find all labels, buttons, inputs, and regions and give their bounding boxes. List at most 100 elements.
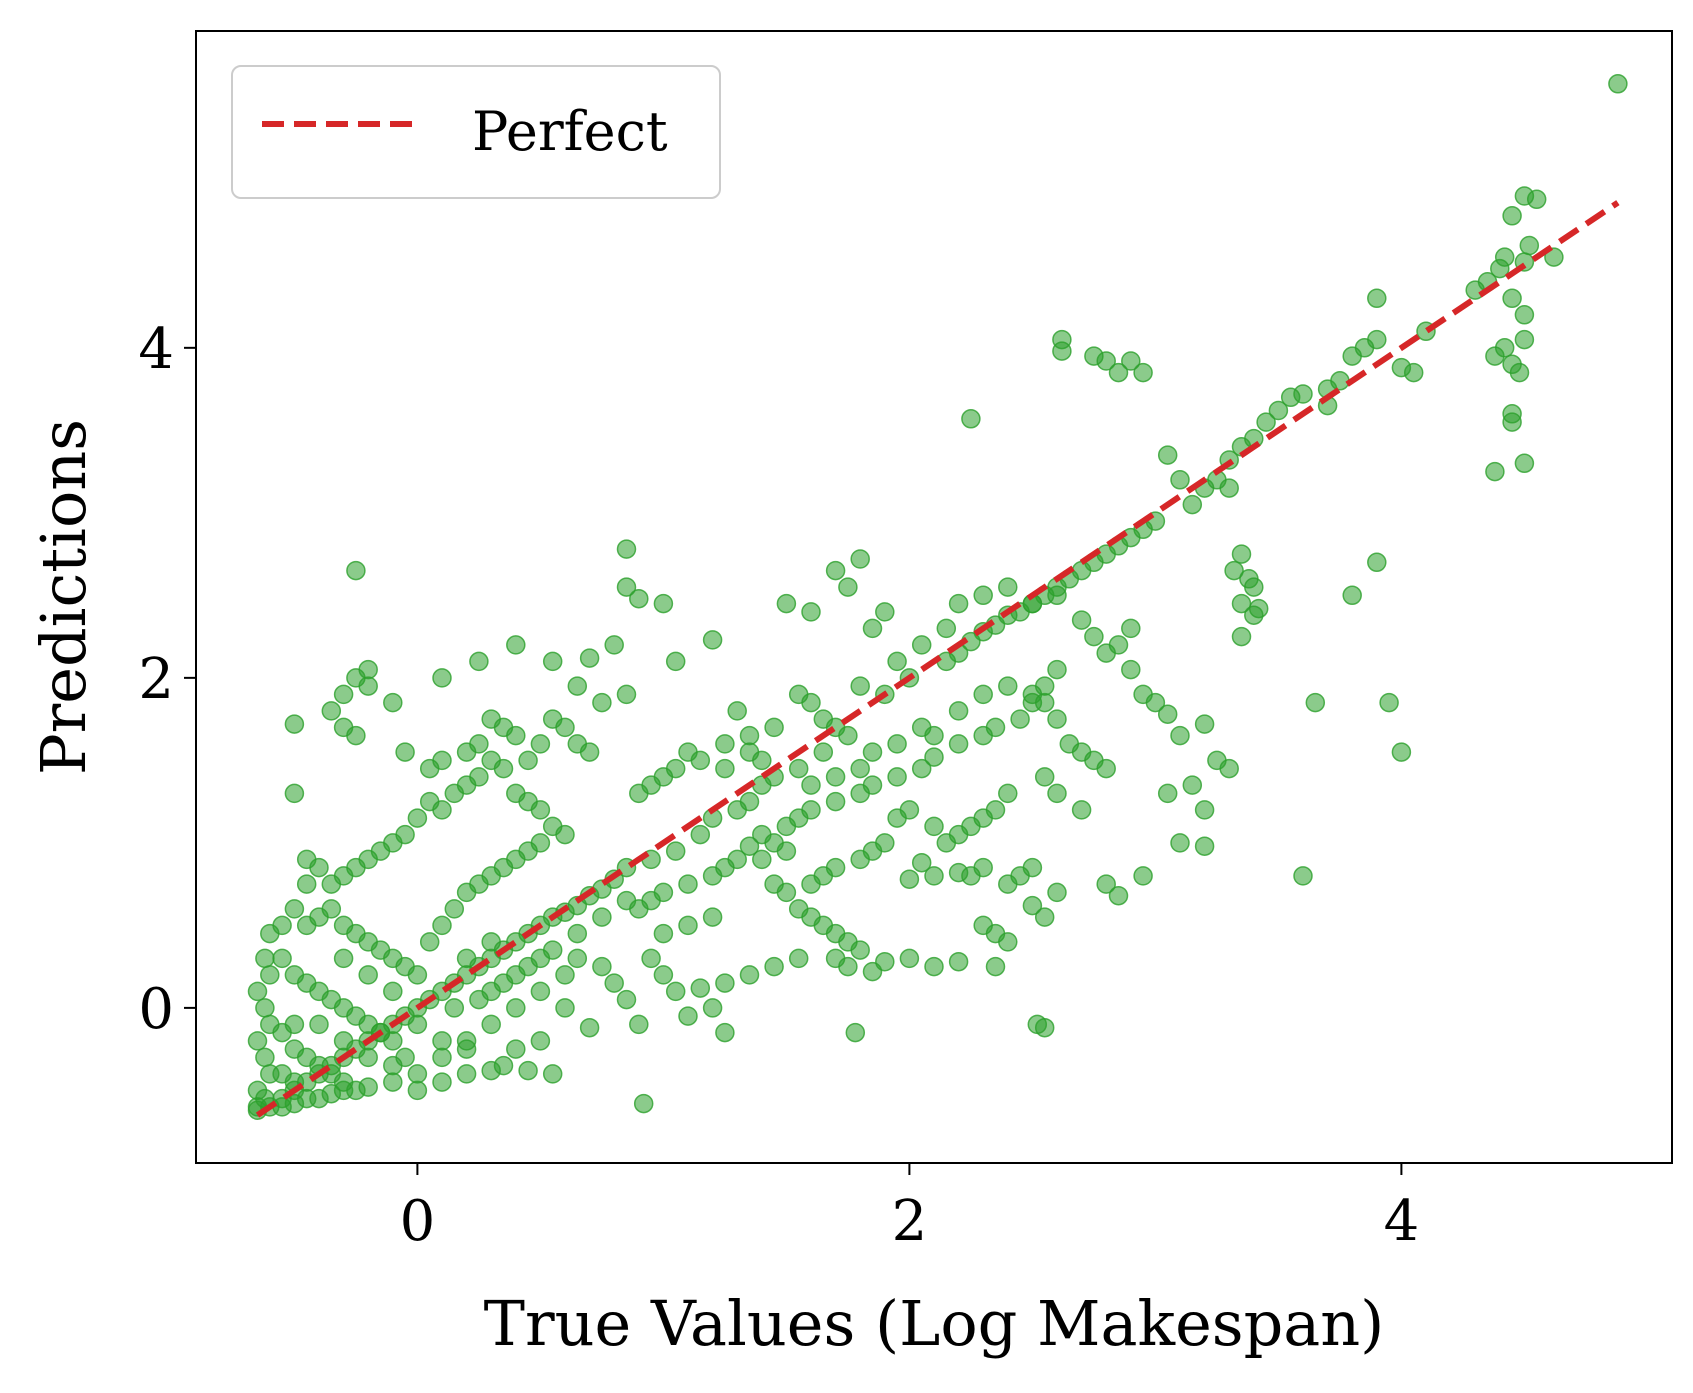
scatter-point	[358, 659, 378, 680]
scatter-point	[887, 651, 907, 672]
y-tick-label: 0	[138, 977, 174, 1042]
scatter-point	[825, 560, 846, 581]
scatter-point	[444, 899, 465, 919]
scatter-point	[776, 593, 797, 614]
scatter-point	[998, 577, 1018, 597]
scatter-point	[702, 866, 723, 886]
scatter-point	[1514, 186, 1535, 206]
scatter-point	[887, 808, 907, 828]
scatter-point	[678, 742, 698, 762]
scatter-point	[567, 948, 588, 969]
scatter-point	[444, 783, 465, 804]
scatter-point	[924, 747, 944, 767]
scatter-point	[801, 692, 821, 713]
scatter-point	[813, 742, 834, 762]
scatter-point	[518, 1060, 538, 1081]
scatter-point	[456, 1031, 477, 1051]
scatter-point	[1219, 478, 1239, 498]
scatter-point	[727, 800, 747, 820]
scatter-point	[333, 1080, 354, 1101]
scatter-point	[629, 1014, 649, 1035]
scatter-point	[456, 742, 477, 762]
scatter-point	[1280, 387, 1301, 408]
y-axis-title: Predictions	[27, 419, 100, 775]
scatter-point	[862, 961, 883, 982]
scatter-point	[961, 409, 981, 429]
scatter-point	[1157, 445, 1178, 465]
scatter-point	[1182, 494, 1203, 515]
scatter-point	[998, 676, 1018, 696]
scatter-point	[321, 874, 342, 894]
scatter-point	[911, 758, 932, 779]
scatter-point	[678, 874, 698, 894]
scatter-point	[1224, 560, 1244, 581]
scatter-point	[739, 836, 760, 856]
scatter-point	[850, 849, 870, 870]
scatter-point	[1157, 783, 1178, 804]
scatter-point	[1108, 362, 1129, 383]
scatter-point	[333, 717, 354, 738]
scatter-point	[346, 560, 366, 581]
scatter-point	[752, 849, 772, 870]
scatter-point	[801, 775, 821, 795]
scatter-point	[616, 539, 637, 559]
scatter-point	[850, 549, 870, 569]
x-axis-title: True Values (Log Makespan)	[484, 1287, 1385, 1360]
scatter-point	[665, 981, 686, 1002]
scatter-point	[690, 978, 711, 998]
scatter-point	[788, 758, 809, 779]
scatter-point	[419, 758, 440, 779]
scatter-point	[702, 998, 723, 1018]
scatter-point	[1231, 593, 1252, 614]
scatter-point	[518, 956, 538, 977]
scatter-point	[518, 750, 538, 771]
scatter-point	[592, 956, 612, 977]
scatter-point	[973, 585, 993, 606]
scatter-point	[407, 1080, 428, 1101]
scatter-point	[432, 1072, 452, 1092]
scatter-point	[272, 1064, 292, 1084]
scatter-point	[825, 767, 846, 787]
scatter-point	[1502, 206, 1522, 226]
scatter-point	[948, 951, 969, 972]
scatter-point	[506, 1039, 526, 1059]
scatter-point	[579, 648, 600, 668]
scatter-point	[1544, 247, 1564, 267]
scatter-point	[801, 602, 821, 622]
scatter-point	[1231, 626, 1252, 647]
scatter-point	[1367, 552, 1387, 573]
scatter-point	[419, 932, 440, 952]
scatter-point	[776, 882, 797, 903]
legend-box	[231, 65, 721, 199]
scatter-point	[764, 956, 784, 977]
scatter-point	[616, 684, 637, 705]
scatter-point	[542, 709, 563, 729]
scatter-point	[1034, 1017, 1055, 1038]
scatter-point	[1047, 585, 1067, 606]
scatter-point	[358, 1047, 378, 1068]
scatter-point	[1608, 74, 1628, 94]
scatter-point	[1354, 338, 1375, 358]
scatter-point	[1121, 618, 1141, 639]
scatter-point	[255, 1047, 275, 1068]
scatter-point	[653, 965, 674, 985]
scatter-point	[1034, 692, 1055, 713]
scatter-point	[530, 734, 551, 754]
scatter-point	[1256, 412, 1276, 432]
scatter-point	[481, 932, 501, 952]
scatter-point	[309, 857, 329, 878]
scatter-point	[1305, 692, 1326, 713]
scatter-point	[1519, 235, 1540, 256]
scatter-point	[542, 940, 563, 960]
scatter-point	[1342, 585, 1362, 606]
scatter-point	[247, 981, 268, 1002]
scatter-point	[604, 973, 624, 993]
scatter-point	[481, 1014, 501, 1035]
y-tick-label: 4	[138, 317, 174, 382]
scatter-point	[1052, 341, 1072, 361]
legend: Perfect	[231, 65, 721, 199]
scatter-point	[1133, 866, 1153, 886]
scatter-point	[1108, 885, 1129, 906]
